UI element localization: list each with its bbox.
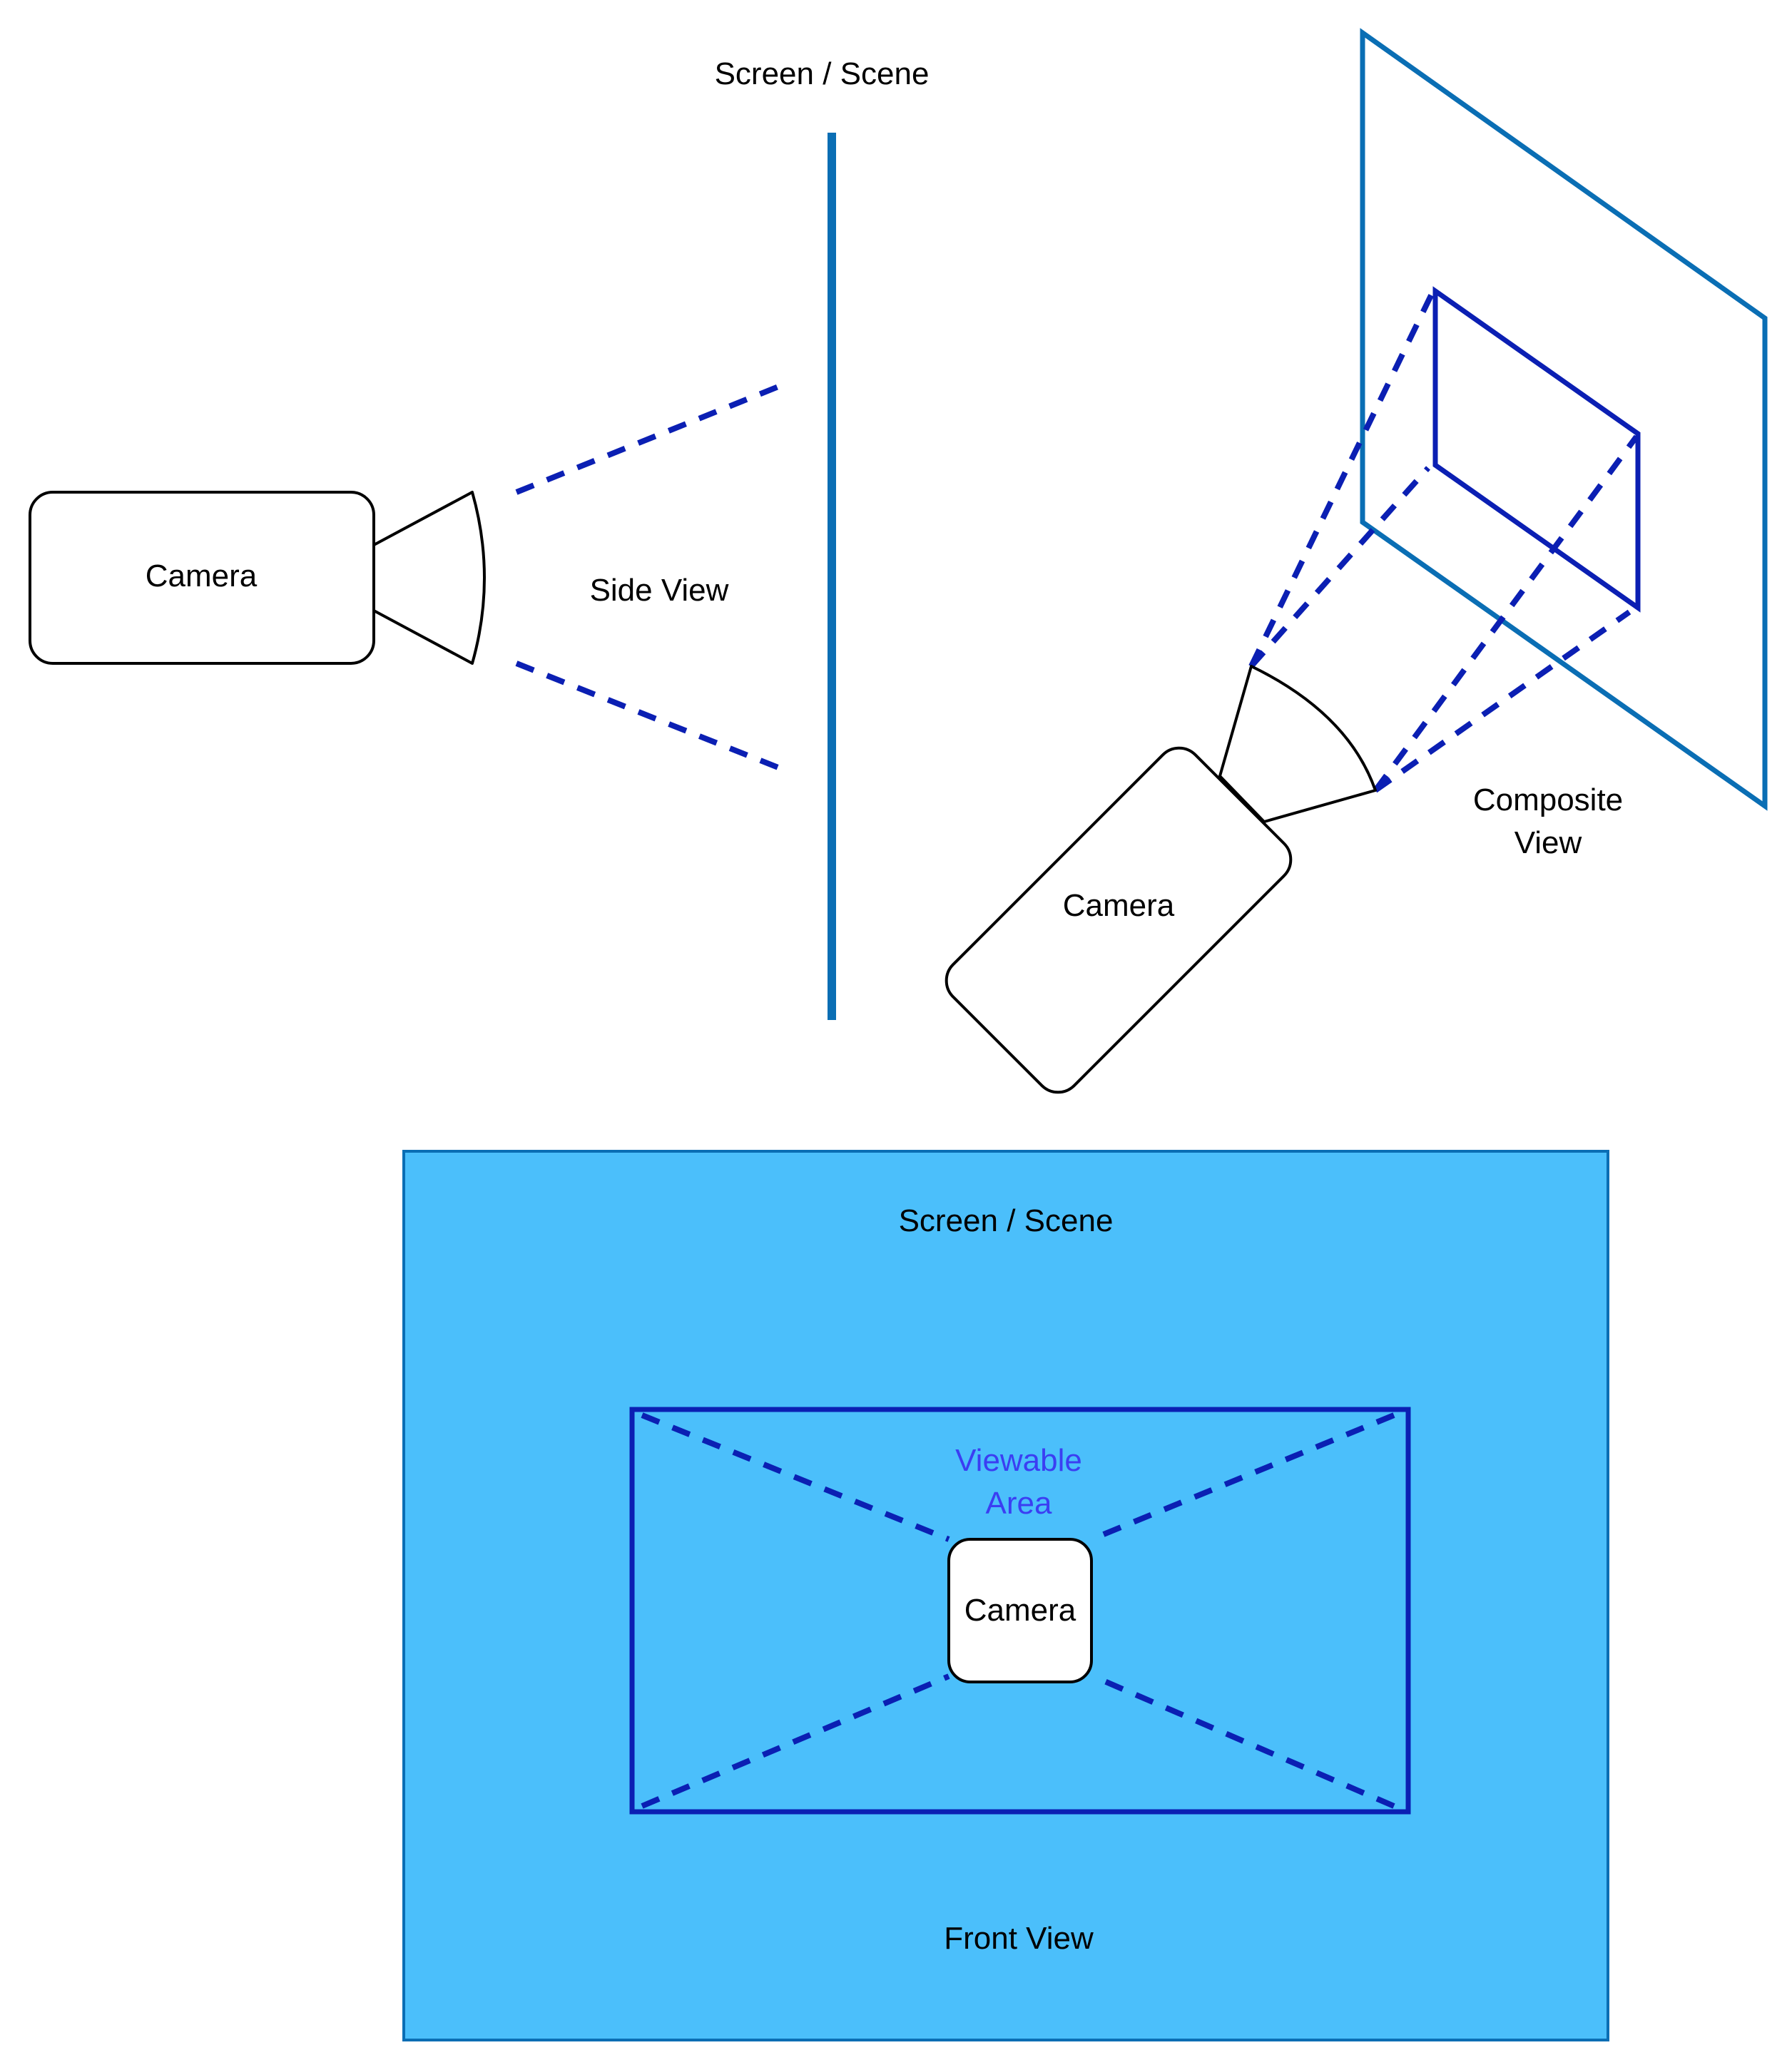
side-screen-label: Screen / Scene [715, 56, 930, 91]
front-camera-label: Camera [964, 1593, 1076, 1628]
front-screen-label: Screen / Scene [899, 1203, 1114, 1238]
front-frustum [641, 1412, 1395, 1809]
composite-viewable-frame [1432, 286, 1641, 613]
front-camera-body [947, 1538, 1093, 1683]
side-camera-label: Camera [146, 559, 258, 593]
composite-camera-lens [1218, 665, 1377, 823]
front-view: Screen / Scene Viewable Area Camera Fron… [402, 1150, 1609, 2041]
side-frustum-top [515, 379, 790, 495]
front-view-label: Front View [944, 1921, 1094, 1956]
side-view: Screen / Scene Camera Side View [29, 56, 930, 1020]
side-camera-lens [372, 491, 486, 665]
composite-screen-plane [1360, 28, 1768, 811]
viewable-area-label-line1: Viewable [955, 1443, 1082, 1478]
composite-camera-label: Camera [1063, 888, 1175, 923]
side-view-label: Side View [590, 573, 729, 608]
front-viewable-frame [629, 1407, 1411, 1815]
composite-view-label-line2: View [1514, 825, 1582, 860]
composite-view-label-line1: Composite [1473, 782, 1623, 817]
composite-view: Camera Composite View [945, 28, 1768, 1094]
viewable-area-label-line2: Area [986, 1486, 1052, 1521]
side-frustum-bottom [515, 661, 790, 775]
composite-camera-body [945, 746, 1293, 1094]
composite-frustum [1248, 291, 1639, 793]
